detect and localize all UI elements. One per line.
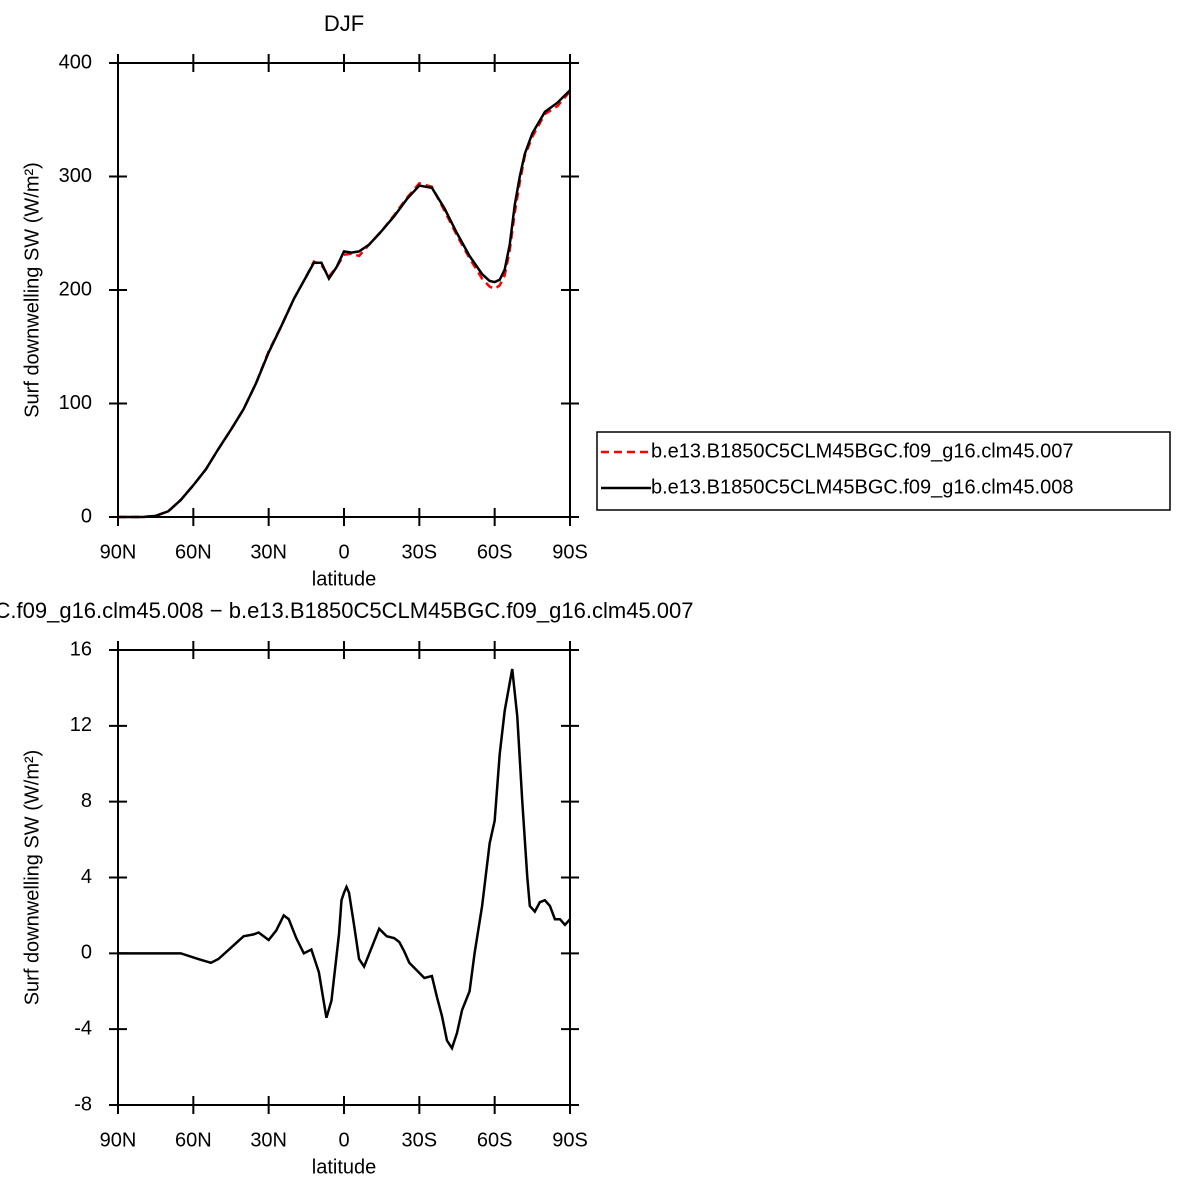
- data-line: [118, 90, 571, 519]
- plot-frame: [117, 649, 571, 1106]
- y-tick-label: 16: [70, 638, 92, 660]
- legend: b.e13.B1850C5CLM45BGC.f09_g16.clm45.007b…: [596, 431, 1171, 511]
- data-line: [118, 668, 571, 1051]
- x-tick-label: 30S: [402, 541, 438, 563]
- x-tick-label: 90N: [100, 1129, 137, 1151]
- x-tick-label: 60N: [175, 541, 212, 563]
- plot-frame: [117, 62, 571, 518]
- x-tick-label: 90S: [552, 1129, 588, 1151]
- x-tick-label: 30N: [250, 541, 287, 563]
- y-tick-label: 0: [81, 942, 92, 964]
- y-tick-label: 4: [81, 866, 92, 888]
- legend-label: b.e13.B1850C5CLM45BGC.f09_g16.clm45.008: [651, 476, 1074, 498]
- x-tick-label: 60S: [477, 1129, 513, 1151]
- y-tick-label: -8: [74, 1093, 92, 1115]
- data-line: [118, 89, 571, 519]
- y-tick-label: 400: [59, 51, 92, 73]
- legend-box: [596, 431, 1171, 511]
- x-tick-label: 60S: [477, 541, 513, 563]
- y-axis-label: Surf downwelling SW (W/m²): [21, 750, 43, 1006]
- x-tick-label: 60N: [175, 1129, 212, 1151]
- x-tick-label: 90S: [552, 541, 588, 563]
- x-tick-label: 0: [338, 541, 349, 563]
- x-tick-label: 0: [338, 1129, 349, 1151]
- y-tick-label: -4: [74, 1017, 92, 1039]
- x-axis-label: latitude: [312, 568, 377, 590]
- y-tick-label: 100: [59, 392, 92, 414]
- x-tick-label: 30S: [402, 1129, 438, 1151]
- y-tick-label: 200: [59, 278, 92, 300]
- y-tick-label: 0: [81, 505, 92, 527]
- x-axis-label: latitude: [312, 1156, 377, 1178]
- x-tick-label: 90N: [100, 541, 137, 563]
- y-tick-label: 12: [70, 714, 92, 736]
- x-tick-label: 30N: [250, 1129, 287, 1151]
- y-tick-label: 300: [59, 165, 92, 187]
- chart-title: C.f09_g16.clm45.008 − b.e13.B1850C5CLM45…: [0, 598, 693, 623]
- chart-title: DJF: [324, 11, 364, 36]
- y-axis-label: Surf downwelling SW (W/m²): [21, 162, 43, 418]
- legend-label: b.e13.B1850C5CLM45BGC.f09_g16.clm45.007: [651, 440, 1074, 462]
- y-tick-label: 8: [81, 790, 92, 812]
